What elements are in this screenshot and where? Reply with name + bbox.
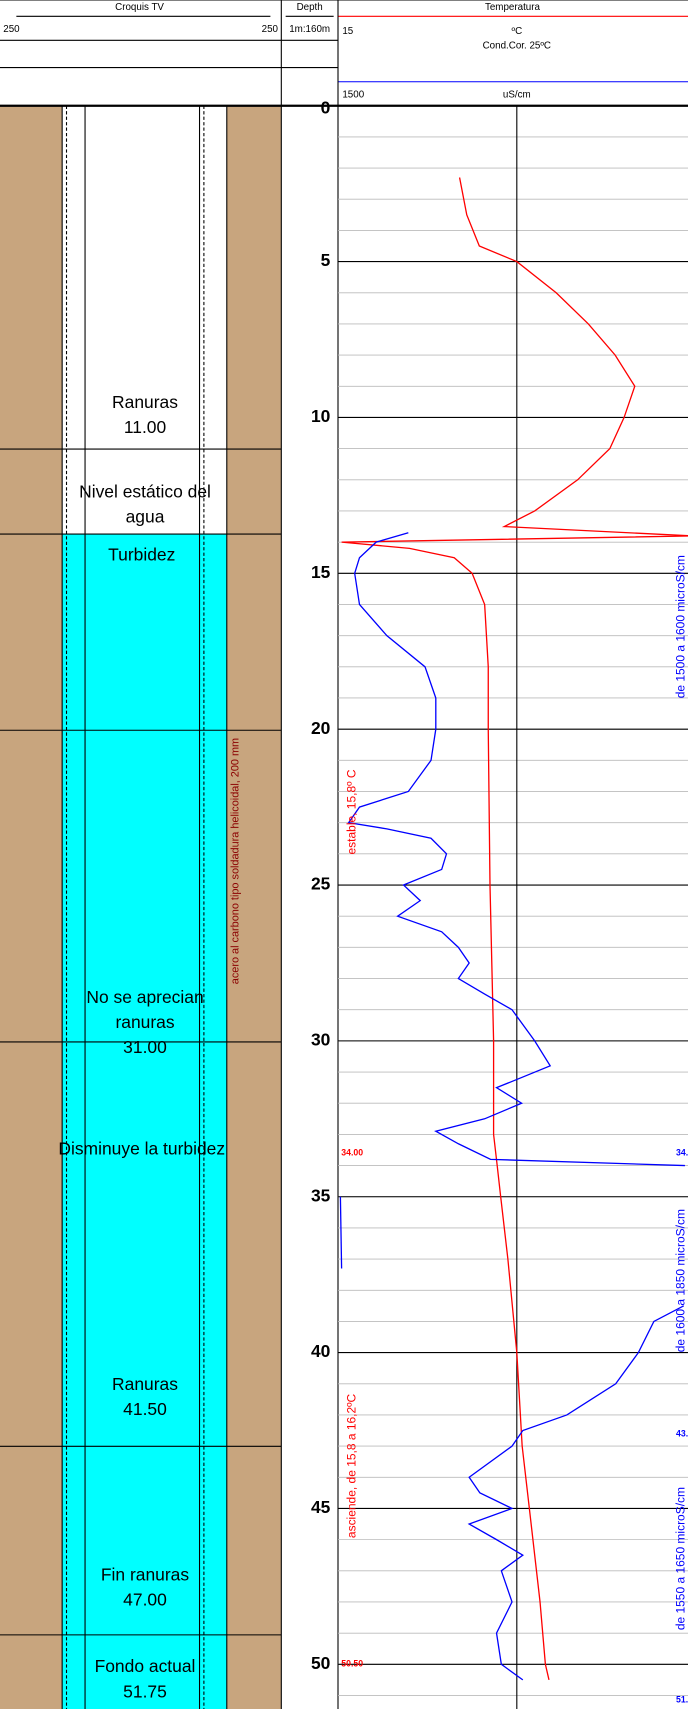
annotation: de 1550 a 1650 microS/cm	[674, 1487, 688, 1630]
annotation: asciende, de 15,8 a 16,2ºC	[344, 1393, 358, 1538]
annotation: 43.00	[676, 1429, 688, 1439]
annotation: de 1600 a 1850 microS/cm	[674, 1209, 688, 1352]
sketch-label: Ranuras	[112, 392, 178, 412]
y-tick-label: 45	[311, 1497, 331, 1517]
sketch-labels: Ranuras 11.00 Nivel estático del agua Turbid…	[58, 392, 225, 1701]
sketch-label: agua	[126, 506, 165, 526]
sketch-label: 47.00	[123, 1590, 167, 1610]
casing-note: acero al carbono tipo soldadura helicoid…	[229, 738, 241, 984]
y-tick-label: 30	[311, 1029, 330, 1049]
sketch-label: Disminuye la turbidez	[58, 1138, 225, 1158]
x-tick-label: 1500	[342, 89, 364, 100]
annotation: 34.00	[676, 1147, 688, 1157]
series-line	[339, 532, 685, 1681]
sketch-label: Fondo actual	[95, 1656, 196, 1676]
sketch-label: No se aprecian	[86, 987, 203, 1007]
x-tick-label: 15	[342, 26, 353, 37]
sketch-scale: 250	[3, 24, 20, 35]
y-tick-label: 15	[311, 562, 331, 582]
depth-title: Depth	[297, 2, 323, 13]
annotation: de 1500 a 1600 microS/cm	[674, 555, 688, 698]
annotation: 50.50	[341, 1659, 363, 1669]
sketch: acero al carbono tipo soldadura helicoid…	[0, 105, 282, 1709]
y-tick-label: 25	[311, 874, 331, 894]
sketch-title: Croquis TV	[115, 2, 164, 13]
dry-well	[62, 105, 227, 535]
series-unit: uS/cm	[503, 89, 531, 100]
sketch-label: 11.00	[124, 417, 167, 437]
series-unit: ºC	[511, 26, 522, 37]
depth-scale: 1m:160m	[289, 24, 330, 35]
y-tick-label: 20	[311, 718, 330, 738]
header-bg	[0, 0, 688, 106]
sketch-label: 41.50	[123, 1399, 167, 1419]
y-tick-label: 35	[311, 1185, 331, 1205]
sketch-label: Nivel estático del	[79, 481, 211, 501]
formation-left	[0, 105, 63, 1709]
series-line	[341, 177, 688, 1681]
y-tick-label: 0	[321, 98, 331, 118]
series-name: Temperatura	[485, 2, 541, 13]
sketch-label: Fin ranuras	[101, 1565, 189, 1585]
sketch-label: 51.75	[123, 1681, 167, 1701]
annotation: estable, 15,8º C	[344, 769, 358, 854]
sketch-label: 31.00	[123, 1037, 167, 1057]
annotation: 34.00	[341, 1147, 363, 1157]
annotation: 51.00	[676, 1695, 688, 1705]
formation-right	[226, 105, 282, 1709]
y-tick-label: 10	[311, 406, 330, 426]
sketch-label: ranuras	[115, 1012, 174, 1032]
plot-area	[338, 105, 688, 1709]
sketch-label: Turbidez	[108, 544, 175, 564]
sketch-scale: 250	[262, 24, 279, 35]
y-tick-label: 50	[311, 1653, 330, 1673]
y-tick-label: 5	[321, 250, 331, 270]
water	[62, 534, 227, 1709]
sketch-label: Ranuras	[112, 1374, 178, 1394]
y-tick-label: 40	[311, 1341, 330, 1361]
series-name: Cond.Cor. 25ºC	[483, 40, 551, 51]
axis-labels: 05101520253035404550151715001800estable,…	[311, 26, 688, 1704]
